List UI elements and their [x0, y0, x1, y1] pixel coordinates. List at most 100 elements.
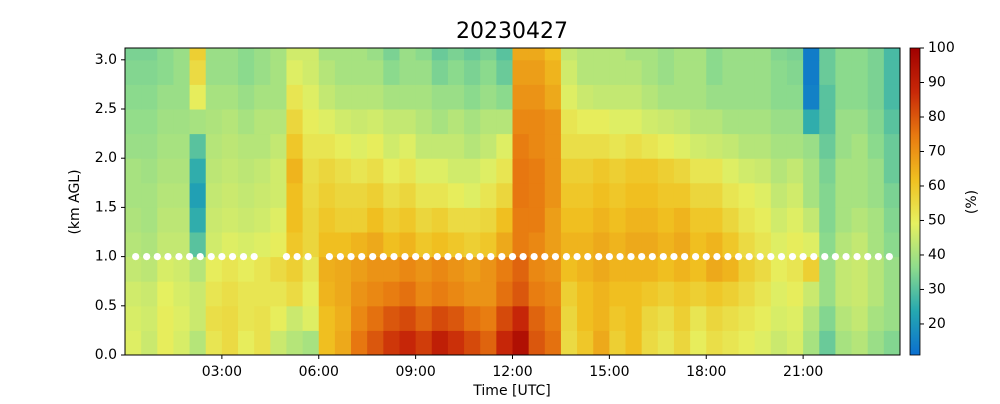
heatmap-cell [383, 256, 400, 282]
heatmap-cell [431, 59, 449, 85]
colorbar-tick-label: 100 [928, 40, 955, 56]
marker [358, 253, 366, 261]
heatmap-cell [641, 232, 659, 258]
heatmap-cell [141, 330, 158, 356]
heatmap-cell [221, 256, 239, 282]
heatmap-cell [657, 109, 675, 135]
heatmap-cell [238, 256, 255, 282]
heatmap-cell [786, 84, 804, 110]
heatmap-cell [383, 330, 400, 356]
heatmap-cell [560, 330, 578, 356]
heatmap-cell [722, 305, 740, 331]
marker [153, 253, 161, 261]
heatmap-cell [141, 256, 158, 282]
heatmap-cell [803, 330, 820, 356]
heatmap-cell [577, 232, 594, 258]
heatmap-cell [819, 48, 836, 61]
heatmap-cell [189, 281, 207, 307]
heatmap-cell [867, 207, 885, 233]
heatmap-cell [803, 232, 820, 258]
heatmap-cell [883, 305, 901, 331]
colorbar-tick-label: 30 [928, 281, 946, 297]
heatmap-cell [754, 84, 772, 110]
marker [573, 253, 581, 261]
heatmap-cell [205, 84, 223, 110]
heatmap-cell [738, 281, 756, 307]
marker [648, 253, 656, 261]
heatmap-cell [431, 48, 449, 61]
heatmap-cell [431, 330, 449, 356]
heatmap-cell [867, 133, 885, 159]
heatmap-cell [157, 207, 174, 233]
heatmap-cell [286, 84, 304, 110]
heatmap-cell [141, 109, 158, 135]
heatmap-cell [706, 207, 723, 233]
heatmap-cell [318, 256, 336, 282]
heatmap-cell [770, 48, 788, 61]
x-tick-label: 21:00 [783, 364, 823, 380]
heatmap-cell [286, 133, 304, 159]
heatmap-cell [464, 48, 481, 61]
heatmap-cell [480, 330, 497, 356]
heatmap-cell [803, 207, 820, 233]
heatmap-cell [302, 158, 320, 184]
heatmap-cell [270, 59, 287, 85]
heatmap-cell [673, 158, 691, 184]
marker [282, 253, 291, 261]
heatmap-cell [560, 182, 578, 208]
heatmap-cell [496, 281, 513, 307]
heatmap-cell [577, 158, 594, 184]
heatmap-cell [270, 158, 287, 184]
heatmap-cell [819, 330, 836, 356]
heatmap-cell [883, 48, 901, 61]
heatmap-cell [835, 59, 853, 85]
heatmap-cell [722, 84, 740, 110]
heatmap-cell [835, 133, 853, 159]
heatmap-cell [496, 84, 513, 110]
heatmap-cell [270, 207, 287, 233]
heatmap-cell [690, 232, 707, 258]
heatmap-cell [221, 59, 239, 85]
heatmap-cell [706, 84, 723, 110]
heatmap-cell [125, 330, 142, 356]
colorbar-label: (%) [964, 190, 980, 214]
heatmap-cell [625, 158, 643, 184]
heatmap-cell [302, 182, 320, 208]
heatmap-cell [221, 207, 239, 233]
heatmap-cell [318, 48, 336, 61]
heatmap-cell [560, 232, 578, 258]
heatmap-cell [754, 281, 772, 307]
heatmap-cell [690, 109, 707, 135]
heatmap-cell [399, 281, 417, 307]
heatmap-cell [738, 207, 756, 233]
heatmap-cell [657, 158, 675, 184]
heatmap-cell [286, 256, 304, 282]
marker [293, 253, 301, 261]
marker [476, 253, 484, 261]
heatmap-cell [189, 84, 207, 110]
heatmap-cell [786, 207, 804, 233]
heatmap-cell [157, 182, 174, 208]
heatmap-cell [270, 182, 287, 208]
heatmap-cell [673, 109, 691, 135]
heatmap-cell [367, 84, 384, 110]
heatmap-cell [318, 133, 336, 159]
heatmap-cell [189, 330, 207, 356]
marker [605, 253, 613, 261]
heatmap-cell [528, 330, 546, 356]
heatmap-cell [351, 232, 368, 258]
heatmap-cell [851, 59, 869, 85]
heatmap-cell [141, 133, 158, 159]
heatmap-cell [367, 59, 384, 85]
heatmap-cell [577, 281, 594, 307]
marker [465, 253, 474, 261]
heatmap-cell [464, 84, 481, 110]
heatmap-cell [754, 158, 772, 184]
heatmap-cell [544, 330, 562, 356]
marker [681, 253, 689, 261]
marker [422, 253, 430, 261]
heatmap-cell [238, 281, 255, 307]
heatmap-cell [464, 109, 481, 135]
heatmap-cell [286, 232, 304, 258]
heatmap-cell [770, 256, 788, 282]
